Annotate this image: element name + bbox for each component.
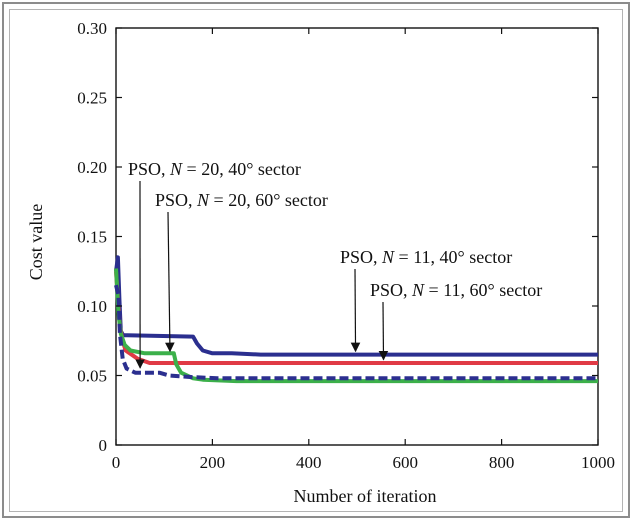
x-axis-label: Number of iteration — [294, 486, 437, 506]
annotation-label: PSO, N = 11, 40° sector — [340, 247, 512, 267]
x-tick-label: 200 — [200, 453, 226, 472]
annotation-2: PSO, N = 20, 60° sector — [155, 190, 328, 353]
annotation-3: PSO, N = 11, 40° sector — [340, 247, 512, 353]
annotation-label: PSO, N = 11, 60° sector — [370, 280, 542, 300]
annotation-1: PSO, N = 20, 40° sector — [128, 159, 301, 369]
annotation-arrow — [378, 301, 389, 361]
x-tick-label: 800 — [489, 453, 515, 472]
y-tick-label: 0.15 — [77, 228, 107, 247]
y-tick-label: 0.05 — [77, 367, 107, 386]
series-line-1 — [114, 255, 598, 357]
x-tick-label: 0 — [112, 453, 121, 472]
y-tick-label: 0.30 — [77, 19, 107, 38]
annotation-4: PSO, N = 11, 60° sector — [370, 280, 542, 361]
y-tick-label: 0.20 — [77, 158, 107, 177]
ticks-layer: 0 200 400 600 800 1000 0 0.05 0.10 0.15 0.20 0.25 0.… — [77, 19, 615, 472]
annotations-layer: PSO, N = 20, 40° sector PSO, N = 20, 60° … — [128, 159, 542, 369]
y-tick-label: 0.10 — [77, 297, 107, 316]
series-line-3 — [114, 268, 598, 384]
series-line-4 — [114, 284, 598, 381]
y-tick-label: 0.25 — [77, 89, 107, 108]
series-layer — [114, 255, 598, 384]
annotation-label: PSO, N = 20, 40° sector — [128, 159, 301, 179]
figure-border — [2, 2, 630, 518]
y-axis-label: Cost value — [26, 204, 46, 281]
y-tick-label: 0 — [99, 436, 108, 455]
x-tick-label: 600 — [392, 453, 418, 472]
annotation-arrow — [350, 268, 361, 353]
x-tick-label: 400 — [296, 453, 322, 472]
annotation-label: PSO, N = 20, 60° sector — [155, 190, 328, 210]
annotation-arrow — [165, 211, 175, 353]
figure-inner-border — [9, 9, 623, 512]
x-tick-label: 1000 — [581, 453, 615, 472]
